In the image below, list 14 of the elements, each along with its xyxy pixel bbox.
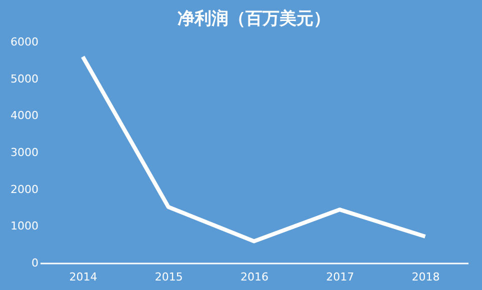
x-tick-label: 2014 <box>69 270 98 284</box>
chart-title: 净利润（百万美元） <box>178 9 330 29</box>
y-tick-label: 1000 <box>10 220 38 233</box>
y-tick-label: 6000 <box>10 36 38 48</box>
x-tick-label: 2015 <box>154 270 183 284</box>
y-tick-label: 0 <box>32 256 38 270</box>
x-tick-label: 2017 <box>326 270 354 284</box>
x-tick-label: 2018 <box>412 270 440 284</box>
y-tick-label: 2000 <box>10 182 38 196</box>
y-tick-label: 4000 <box>10 109 38 122</box>
line-series <box>80 54 428 244</box>
y-tick-label: 3000 <box>10 146 38 159</box>
y-tick-label: 5000 <box>10 72 38 86</box>
x-tick-label: 2016 <box>240 270 268 284</box>
